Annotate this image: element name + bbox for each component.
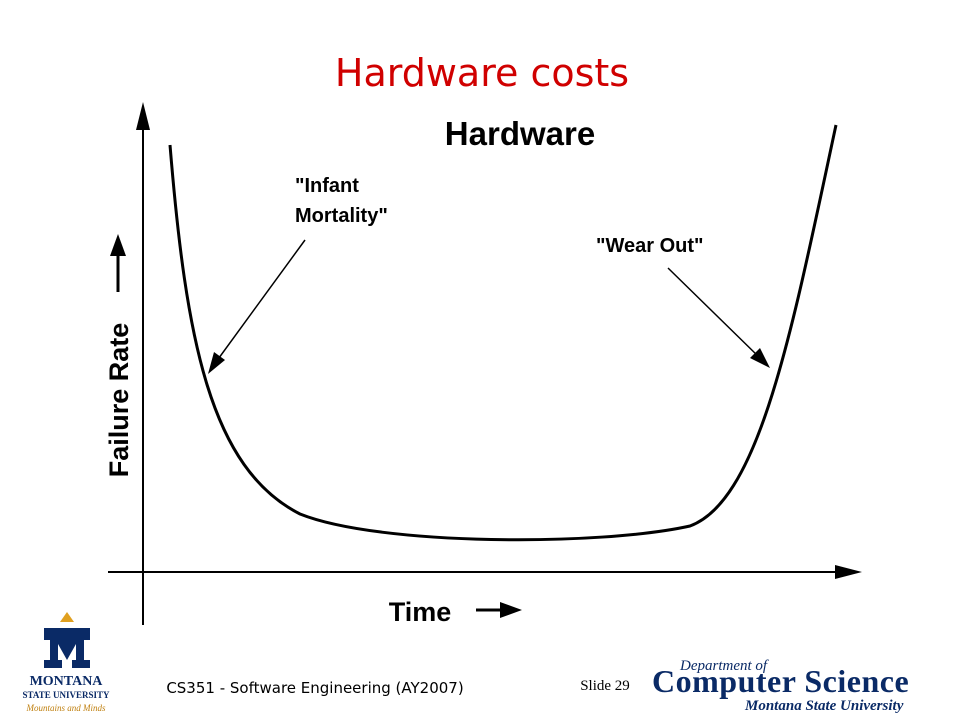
logo-emblem [60, 612, 74, 622]
diagram [108, 102, 862, 625]
y-axis-arrow [136, 102, 150, 130]
logo-text: Montana State University [744, 698, 904, 714]
left-logo: MONTANA STATE UNIVERSITY Mountains and M… [23, 612, 110, 713]
footer: CS351 - Software Engineering (AY2007) [166, 679, 463, 697]
diagram-title: Hardware [445, 115, 595, 152]
arrow-head [750, 348, 770, 368]
slide-title: Hardware costs [335, 51, 629, 95]
annotation: "Infant [295, 175, 359, 197]
y-axis-label: Failure Rate [104, 323, 134, 478]
arrow-head [208, 352, 225, 374]
logo-text: MONTANA [30, 674, 104, 689]
x-axis-label: Time [389, 597, 452, 627]
logo-text: Department of [679, 658, 769, 674]
bathtub-curve [168, 124, 838, 542]
logo-text: Computer Science [652, 663, 909, 699]
slide-number: Slide 29 [580, 678, 630, 694]
arrow-head [110, 234, 126, 256]
logo-emblem [44, 628, 90, 668]
annotation-arrow [667, 267, 761, 359]
arrow-head [500, 602, 522, 618]
x-axis-arrow [835, 565, 862, 579]
annotation: "Wear Out" [596, 235, 704, 257]
annotation-arrow [215, 239, 306, 363]
right-logo: Department of Computer Science Montana S… [652, 658, 909, 714]
annotation: Mortality" [295, 205, 388, 227]
logo-text: Mountains and Minds [25, 703, 105, 713]
logo-text: STATE UNIVERSITY [23, 690, 110, 700]
